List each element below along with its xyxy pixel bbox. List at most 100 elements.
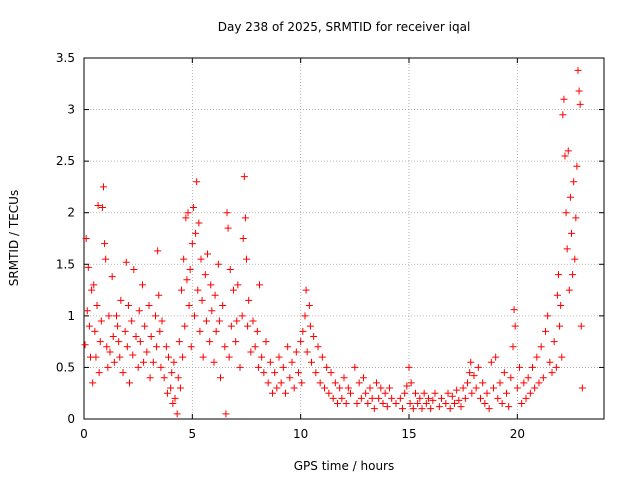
data-point xyxy=(102,255,110,263)
data-point xyxy=(254,363,262,371)
data-point xyxy=(222,410,230,418)
data-point xyxy=(236,363,244,371)
data-point xyxy=(249,317,257,325)
data-point xyxy=(146,374,154,382)
data-point xyxy=(154,247,162,255)
data-point xyxy=(134,363,142,371)
data-point xyxy=(535,379,543,387)
data-point xyxy=(329,394,337,402)
data-point xyxy=(225,353,233,361)
data-point xyxy=(241,214,249,222)
data-point xyxy=(490,384,497,392)
data-point xyxy=(174,374,182,382)
data-point xyxy=(342,400,350,408)
data-point xyxy=(297,338,305,346)
data-point xyxy=(157,363,165,371)
grid-layer xyxy=(84,58,604,419)
data-point xyxy=(181,322,189,330)
data-point xyxy=(303,348,311,356)
data-point xyxy=(577,322,585,330)
data-point xyxy=(537,343,545,351)
data-point xyxy=(149,358,157,366)
data-point xyxy=(119,369,127,377)
data-point xyxy=(165,353,172,361)
data-point xyxy=(109,332,117,340)
data-point xyxy=(153,343,161,351)
data-point xyxy=(457,403,465,411)
data-point xyxy=(301,312,309,320)
data-point xyxy=(334,400,341,408)
data-point xyxy=(422,400,430,408)
data-point xyxy=(568,229,575,237)
data-point xyxy=(258,353,266,361)
data-point xyxy=(94,201,102,209)
data-point xyxy=(522,394,530,402)
data-point xyxy=(558,353,566,361)
data-point xyxy=(368,394,376,402)
data-point xyxy=(88,286,96,294)
data-point xyxy=(429,396,437,404)
data-point xyxy=(570,178,578,186)
data-point xyxy=(373,379,380,387)
data-point xyxy=(572,214,580,222)
data-point xyxy=(260,369,268,377)
data-point xyxy=(353,400,361,408)
data-point xyxy=(273,384,281,392)
data-point xyxy=(126,379,133,387)
data-point xyxy=(321,384,328,392)
data-point xyxy=(507,374,515,382)
x-tick-label: 15 xyxy=(401,427,416,441)
data-point xyxy=(474,363,482,371)
data-point xyxy=(571,255,579,263)
data-point xyxy=(279,363,287,371)
data-point xyxy=(197,255,205,263)
data-point xyxy=(90,281,98,289)
data-point xyxy=(256,281,263,289)
data-point xyxy=(318,353,326,361)
data-point xyxy=(401,389,409,397)
data-point xyxy=(510,306,518,314)
x-tick-label: 0 xyxy=(80,427,88,441)
data-point xyxy=(160,374,168,382)
data-point xyxy=(191,312,198,320)
data-point xyxy=(569,271,577,279)
data-point xyxy=(179,353,187,361)
data-point xyxy=(234,281,242,289)
data-point xyxy=(557,302,565,310)
data-point xyxy=(223,209,231,217)
data-point xyxy=(89,379,97,387)
data-point xyxy=(418,405,426,413)
data-point xyxy=(574,66,582,74)
data-point xyxy=(129,351,137,359)
data-point xyxy=(219,302,227,310)
data-point xyxy=(459,384,467,392)
data-point xyxy=(306,322,314,330)
data-point xyxy=(239,235,247,242)
data-point xyxy=(189,204,197,212)
data-point xyxy=(198,296,206,304)
data-point xyxy=(168,369,176,377)
data-point xyxy=(344,384,352,392)
data-point xyxy=(444,389,452,397)
data-point xyxy=(115,338,123,346)
data-point xyxy=(114,322,122,330)
data-point xyxy=(308,358,315,366)
data-point xyxy=(192,229,200,237)
data-point xyxy=(565,286,573,294)
data-point xyxy=(556,322,564,330)
data-point xyxy=(108,273,116,281)
data-point xyxy=(232,338,240,346)
data-point xyxy=(145,302,153,310)
data-point xyxy=(448,392,456,400)
data-point xyxy=(453,386,461,394)
data-point xyxy=(305,302,313,310)
data-point xyxy=(548,369,556,377)
data-point xyxy=(101,240,109,248)
data-point xyxy=(366,384,374,392)
data-point xyxy=(206,338,214,346)
data-point xyxy=(340,374,348,382)
data-point xyxy=(210,358,218,366)
data-point xyxy=(247,348,255,356)
data-point xyxy=(130,265,138,273)
data-point xyxy=(550,338,558,346)
